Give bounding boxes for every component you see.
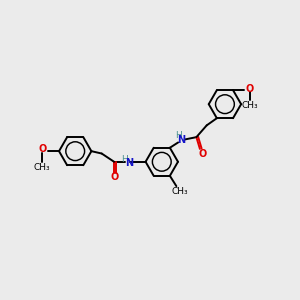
Text: CH₃: CH₃ — [34, 163, 50, 172]
Text: CH₃: CH₃ — [172, 187, 188, 196]
Text: O: O — [198, 148, 206, 159]
Text: O: O — [246, 84, 254, 94]
Text: O: O — [110, 172, 119, 182]
Text: CH₃: CH₃ — [242, 101, 258, 110]
Text: H: H — [175, 131, 182, 140]
Text: H: H — [122, 155, 128, 164]
Text: O: O — [38, 144, 46, 154]
Text: N: N — [125, 158, 133, 168]
Text: N: N — [177, 134, 185, 145]
